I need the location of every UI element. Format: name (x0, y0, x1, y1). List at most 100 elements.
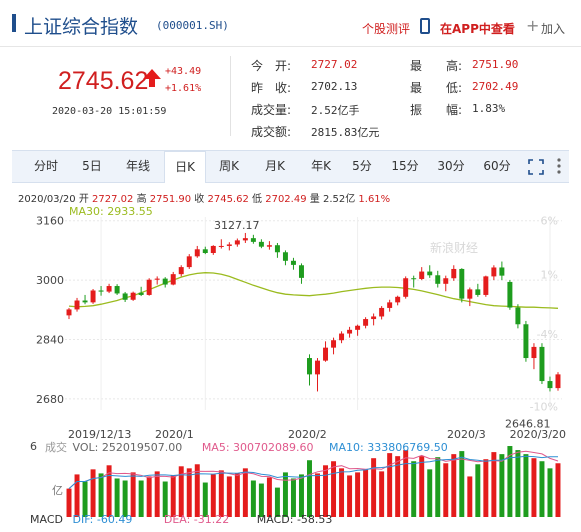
candle-body (339, 333, 345, 341)
candle-body (347, 329, 353, 334)
volume-bar (234, 473, 240, 517)
x-tick-label: 2020/2 (288, 428, 327, 441)
candle-body (258, 241, 264, 247)
volume-bars (66, 446, 561, 517)
volume-bar (307, 460, 312, 517)
volume-label: 成交量: (251, 103, 292, 117)
tab-60min[interactable]: 60分 (483, 159, 511, 173)
candle-body (106, 286, 112, 292)
tab-yearly-k[interactable]: 年K (311, 159, 331, 173)
pct-tick-label: 1% (541, 269, 558, 282)
fullscreen-icon[interactable] (528, 159, 544, 175)
low-value: 2702.49 (472, 80, 519, 93)
candle-body (523, 324, 529, 359)
prev-close-label: 昨 收: (251, 81, 292, 95)
ohlc-open: 2727.02 (92, 194, 134, 205)
volume-bar (491, 452, 497, 517)
candle-body (266, 245, 272, 247)
candle-body (499, 267, 505, 276)
candle-body (282, 252, 288, 261)
menu-icon[interactable] (552, 157, 566, 175)
candle-body (419, 271, 425, 279)
tab-year-line[interactable]: 年线 (125, 159, 150, 173)
candle-body (451, 268, 457, 279)
volume-value: 2.52亿手 (311, 104, 360, 117)
x-axis: 2019/12/13 2020/1 2020/2 2020/3 2020/3/20 (68, 428, 566, 441)
tab-5day[interactable]: 5日 (82, 159, 102, 173)
candle-body (395, 296, 401, 303)
candle-body (355, 325, 361, 330)
volume-bar (178, 466, 184, 517)
candle-body (178, 267, 184, 275)
pct-tick-label: -10% (530, 400, 558, 413)
title-marker (12, 14, 16, 32)
volume-value: VOL: 252019507.00 (72, 441, 183, 454)
candle-body (242, 238, 248, 241)
volume-bar (298, 474, 304, 517)
candle-body (138, 292, 144, 295)
tab-5min[interactable]: 5分 (352, 159, 372, 173)
open-in-app-link[interactable]: 在APP中查看 (440, 22, 515, 36)
volume-bar (347, 475, 353, 517)
phone-icon (420, 18, 430, 34)
candle-body (154, 278, 160, 280)
candle-body (250, 238, 256, 242)
y-tick-label: 3160 (36, 215, 64, 228)
up-arrow-icon (143, 69, 161, 87)
volume-bar (395, 456, 401, 517)
macd-value: MACD: -58.53 (256, 513, 333, 526)
volume-bar (258, 483, 264, 517)
candle-body (331, 340, 337, 348)
pct-axis: 6% 1% -4% -10% (530, 215, 558, 414)
max-label: 3127.17 (214, 219, 260, 232)
volume-bar (555, 463, 561, 517)
tab-daily-k[interactable]: 日K (164, 151, 206, 183)
kline-chart[interactable]: 新浪财经 3160 3000 2840 2680 6% 1% -4% -10% 2019/1… (0, 212, 581, 532)
volume-bar (122, 480, 128, 517)
add-watchlist-link[interactable]: 加入 (541, 22, 566, 36)
volume-ma5: MA5: 300702089.60 (201, 441, 314, 454)
volume-bar (114, 478, 120, 517)
tab-weekly-k[interactable]: 周K (219, 159, 239, 173)
volume-bar (130, 472, 136, 517)
volume-bar (323, 465, 329, 517)
amplitude-value: 1.83% (472, 102, 506, 115)
page-title: 上证综合指数 (24, 16, 139, 38)
candle-body (234, 240, 240, 245)
volume-bar (387, 453, 393, 517)
ohlc-close: 2745.62 (207, 194, 249, 205)
volume-bar (82, 481, 88, 517)
volume-bar (427, 469, 433, 517)
volume-y-top: 6 (30, 440, 37, 453)
candle-body (202, 249, 208, 254)
open-value: 2727.02 (311, 58, 358, 71)
macd-legend: MACD DIF: -60.49 DEA: -31.22 MACD: -58.5… (30, 513, 332, 526)
candle-body (387, 302, 393, 308)
tab-30min[interactable]: 30分 (437, 159, 465, 173)
min-label: 2646.81 (505, 417, 551, 430)
candle-body (315, 360, 320, 375)
rating-link[interactable]: 个股测评 (362, 22, 411, 36)
tab-monthly-k[interactable]: 月K (265, 159, 285, 173)
candle-body (162, 278, 168, 285)
plus-icon[interactable]: + (526, 16, 540, 35)
candle-body (122, 293, 128, 300)
volume-bar (98, 473, 104, 517)
tab-15min[interactable]: 15分 (391, 159, 419, 173)
volume-bar (539, 461, 545, 517)
prev-close-value: 2702.13 (311, 80, 358, 93)
volume-bar (282, 472, 288, 517)
ohlc-vol: 2.52亿 (322, 194, 356, 205)
volume-bar (515, 450, 521, 517)
volume-bar (507, 446, 513, 517)
volume-bar (138, 480, 144, 517)
price-change: +43.49 (165, 66, 202, 77)
volume-bar (371, 458, 377, 517)
tab-intraday[interactable]: 分时 (33, 159, 58, 173)
volume-ma10: MA10: 333806769.50 (329, 441, 448, 454)
volume-legend: 成交 VOL: 252019507.00 MA5: 300702089.60 M… (45, 439, 448, 455)
candle-body (475, 289, 481, 295)
candle-body (307, 358, 312, 375)
y-axis: 3160 3000 2840 2680 (36, 215, 64, 406)
candle-body (146, 279, 152, 295)
